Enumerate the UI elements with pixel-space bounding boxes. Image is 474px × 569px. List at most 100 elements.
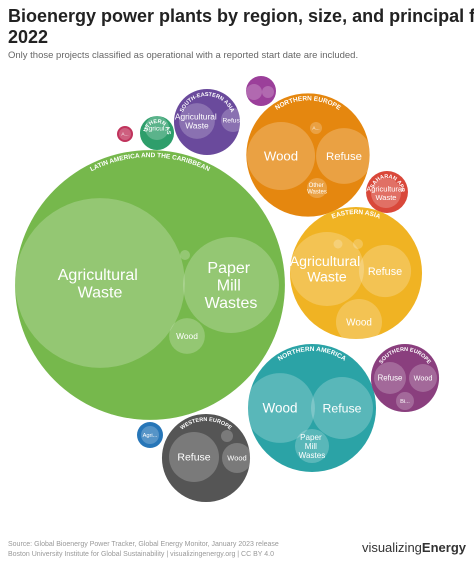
fuel-circle	[246, 121, 316, 191]
region-circle	[247, 343, 377, 473]
fuel-label: Bi...	[400, 399, 410, 405]
plot: LATIN AMERICA AND THE CARIBBEANAgricultu…	[15, 76, 440, 503]
fuel-circle	[371, 178, 401, 208]
fuel-label-line: Wood	[227, 454, 246, 463]
fuel-circle	[353, 239, 363, 249]
fuel-label: Agricultural Waste	[366, 185, 406, 202]
fuel-label: Agricultural Waste	[58, 267, 142, 302]
region-circle	[370, 343, 440, 413]
region-circle	[15, 150, 285, 420]
source: Source: Global Bioenergy Power Tracker, …	[8, 541, 279, 548]
fuel-label: Agricul...	[144, 125, 170, 132]
fuel-circle	[222, 443, 252, 473]
region-circle	[173, 88, 241, 156]
fuel-label-line: Agricul...	[144, 125, 170, 132]
brand-part: Energy	[422, 540, 467, 555]
chart-title: 2022	[8, 27, 48, 47]
fuel-label-line: Refuse	[177, 452, 210, 464]
brand: visualizingEnergy	[362, 540, 467, 555]
fuel-label: Wood	[176, 331, 198, 341]
fuel-label-line: Agricultural	[366, 185, 406, 194]
fuel-label: Agricultural Waste	[290, 253, 364, 285]
fuel-label-line: Waste	[78, 284, 123, 301]
fuel-circle	[289, 231, 365, 307]
fuel-label-line: A...	[312, 126, 319, 132]
fuel-label: Wood	[227, 454, 246, 463]
fuel-circle	[180, 250, 190, 260]
fuel-label-line: Waste	[185, 121, 209, 131]
fuel-label-line: Refuse	[368, 266, 402, 278]
fuel-label-line: Wastes	[307, 189, 327, 195]
fuel-label-line: A...	[121, 132, 128, 138]
region-circle	[137, 422, 163, 448]
region: Agri...	[137, 422, 163, 448]
fuel-label: Refuse	[378, 374, 403, 383]
region-circle	[117, 126, 133, 142]
fuel-circle	[294, 428, 330, 464]
fuel-label-line: Paper	[300, 433, 324, 442]
brand-part: visualizing	[362, 540, 422, 555]
fuel-circle	[396, 392, 414, 410]
fuel-label-line: Refuse	[326, 151, 362, 163]
region-circle	[246, 76, 276, 106]
region-circle	[139, 115, 175, 151]
fuel-label: Paper Mill Wastes	[205, 260, 258, 312]
fuel-label: Wood	[263, 401, 298, 416]
fuel-label: Refuse	[323, 401, 362, 415]
fuel-label: Other Wastes	[307, 183, 327, 196]
region: LATIN AMERICA AND THE CARIBBEANAgricultu…	[15, 150, 285, 420]
fuel-label: A...	[121, 132, 128, 138]
fuel-label-line: Wood	[176, 331, 198, 341]
fuel-circle	[311, 377, 373, 439]
fuel-circle	[333, 239, 343, 249]
fuel-label: Wood	[414, 374, 433, 383]
fuel-circle	[310, 122, 322, 134]
region-circle	[366, 171, 408, 213]
fuel-label-line: Refuse	[223, 117, 244, 124]
fuel-circle	[307, 178, 327, 198]
fuel-label-line: Agri...	[143, 433, 158, 439]
fuel-label-line: Refuse	[323, 401, 362, 415]
fuel-label: Refuse	[368, 266, 402, 278]
fuel-circle	[179, 103, 215, 139]
chart-subtitle: Only those projects classified as operat…	[8, 50, 358, 61]
fuel-circle	[169, 318, 205, 354]
chart-title: Bioenergy power plants by region, size, …	[8, 6, 474, 26]
fuel-label-line: Paper	[207, 260, 254, 277]
fuel-label-line: Agricultural	[290, 253, 364, 269]
fuel-label-line: Refuse	[378, 374, 403, 383]
fuel-label: Paper Mill Wastes	[299, 433, 326, 460]
fuel-label: Refuse	[177, 452, 210, 464]
fuel-label-line: Wood	[346, 317, 372, 328]
fuel-label-line: Agricultural	[175, 111, 219, 121]
fuel-label: Agricultural Waste	[175, 111, 219, 130]
fuel-label: Agri...	[143, 433, 158, 439]
fuel-circle	[141, 426, 159, 444]
fuel-label-line: Other	[309, 183, 326, 189]
region-label-path: EASTERN ASIA	[331, 209, 382, 221]
fuel-label-line: Wood	[264, 149, 298, 164]
fuel-circle	[262, 86, 274, 98]
fuel-circle	[119, 128, 131, 140]
fuel-circle	[374, 362, 406, 394]
fuel-circle	[15, 198, 185, 368]
region: EASTERN ASIA Agricultural Waste Refuse Wood	[289, 206, 423, 346]
fuel-label: Wood	[346, 317, 372, 328]
fuel-circle	[358, 244, 412, 298]
fuel-label-line: Wastes	[299, 451, 326, 460]
fuel-circle	[221, 108, 245, 132]
region-circle	[161, 413, 251, 503]
fuel-circle	[409, 364, 437, 392]
fuel-circle	[169, 432, 219, 482]
fuel-label-line: Waste	[376, 193, 397, 202]
fuel-label: Wood	[264, 149, 298, 164]
fuel-circle	[221, 430, 233, 442]
fuel-circle	[245, 373, 315, 443]
